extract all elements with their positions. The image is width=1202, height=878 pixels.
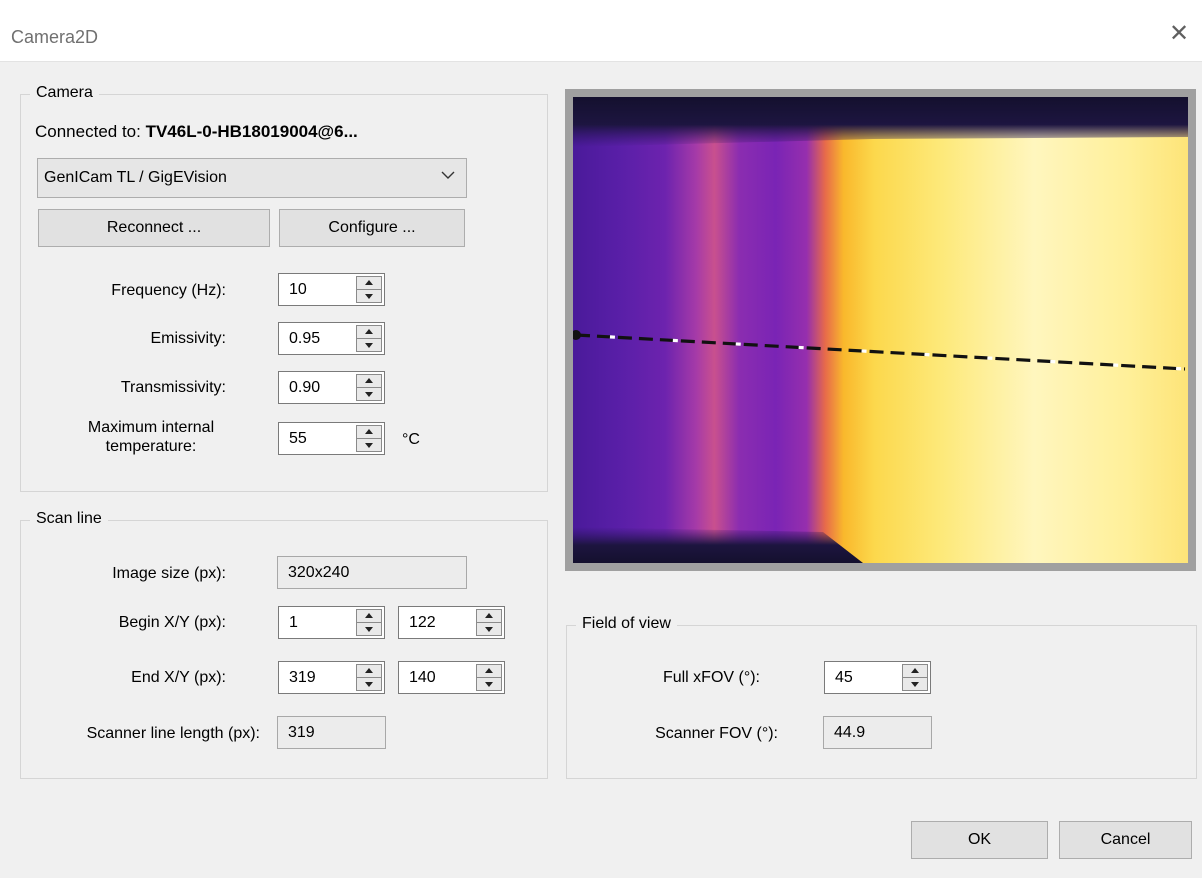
begin-xy-label: Begin X/Y (px):	[118, 614, 226, 631]
reconnect-button[interactable]: Reconnect ...	[38, 209, 270, 247]
scanner-line-length-value: 319	[288, 724, 315, 741]
emissivity-spinbox[interactable]: 0.95	[278, 322, 385, 355]
emissivity-label: Emissivity:	[150, 330, 226, 347]
camera-group-label: Camera	[30, 84, 99, 102]
interface-select-value: GenICam TL / GigEVision	[44, 169, 227, 186]
spin-arrows-icon[interactable]	[356, 664, 382, 691]
scanner-line-length-label: Scanner line length (px):	[86, 725, 260, 742]
full-xfov-spinbox[interactable]: 45	[824, 661, 931, 694]
title-bar: Camera2D ✕	[0, 0, 1202, 62]
max-temp-spinbox[interactable]: 55	[278, 422, 385, 455]
max-temp-label: Maximum internal temperature:	[60, 418, 242, 456]
spin-arrows-icon[interactable]	[356, 609, 382, 636]
end-y-value: 140	[409, 669, 436, 686]
max-temp-label-line2: temperature:	[105, 438, 197, 455]
transmissivity-spinbox[interactable]: 0.90	[278, 371, 385, 404]
scanner-fov-field: 44.9	[823, 716, 932, 749]
spin-arrows-icon[interactable]	[356, 276, 382, 303]
camera-group: Camera	[20, 84, 548, 492]
spin-arrows-icon[interactable]	[356, 425, 382, 452]
transmissivity-value: 0.90	[289, 379, 321, 396]
begin-x-spinbox[interactable]: 1	[278, 606, 385, 639]
max-temp-value: 55	[289, 430, 307, 447]
scan-line-group: Scan line	[20, 510, 548, 779]
connected-to-label: Connected to:	[35, 122, 146, 141]
full-xfov-label: Full xFOV (°):	[662, 669, 760, 686]
end-y-spinbox[interactable]: 140	[398, 661, 505, 694]
close-icon[interactable]: ✕	[1168, 20, 1190, 47]
frequency-spinbox[interactable]: 10	[278, 273, 385, 306]
max-temp-label-line1: Maximum internal	[87, 419, 215, 436]
interface-select[interactable]: GenICam TL / GigEVision	[37, 158, 467, 198]
full-xfov-value: 45	[835, 669, 853, 686]
scanner-fov-value: 44.9	[834, 724, 866, 741]
spin-arrows-icon[interactable]	[476, 609, 502, 636]
scan-line-group-label: Scan line	[30, 510, 108, 528]
image-size-field: 320x240	[277, 556, 467, 589]
max-temp-unit: °C	[402, 431, 420, 448]
begin-y-spinbox[interactable]: 122	[398, 606, 505, 639]
connected-to: Connected to: TV46L-0-HB18019004@6...	[35, 122, 358, 142]
begin-x-value: 1	[289, 614, 298, 631]
begin-y-value: 122	[409, 614, 436, 631]
scanner-fov-label: Scanner FOV (°):	[655, 725, 778, 742]
spin-arrows-icon[interactable]	[356, 325, 382, 352]
spin-arrows-icon[interactable]	[476, 664, 502, 691]
thermal-preview[interactable]	[565, 89, 1196, 571]
fov-group: Field of view	[566, 615, 1197, 779]
cancel-button[interactable]: Cancel	[1059, 821, 1192, 859]
spin-arrows-icon[interactable]	[902, 664, 928, 691]
configure-button[interactable]: Configure ...	[279, 209, 465, 247]
spin-arrows-icon[interactable]	[356, 374, 382, 401]
thermal-image	[573, 97, 1188, 563]
frequency-value: 10	[289, 281, 307, 298]
ok-button[interactable]: OK	[911, 821, 1048, 859]
frequency-label: Frequency (Hz):	[111, 282, 226, 299]
emissivity-value: 0.95	[289, 330, 321, 347]
chevron-down-icon	[441, 171, 455, 179]
window-title: Camera2D	[11, 27, 99, 47]
transmissivity-label: Transmissivity:	[120, 379, 226, 396]
connected-to-value: TV46L-0-HB18019004@6...	[145, 122, 358, 141]
image-size-value: 320x240	[288, 564, 350, 581]
end-x-value: 319	[289, 669, 316, 686]
image-size-label: Image size (px):	[112, 565, 226, 582]
fov-group-label: Field of view	[576, 615, 677, 633]
end-x-spinbox[interactable]: 319	[278, 661, 385, 694]
scanner-line-length-field: 319	[277, 716, 386, 749]
end-xy-label: End X/Y (px):	[131, 669, 226, 686]
